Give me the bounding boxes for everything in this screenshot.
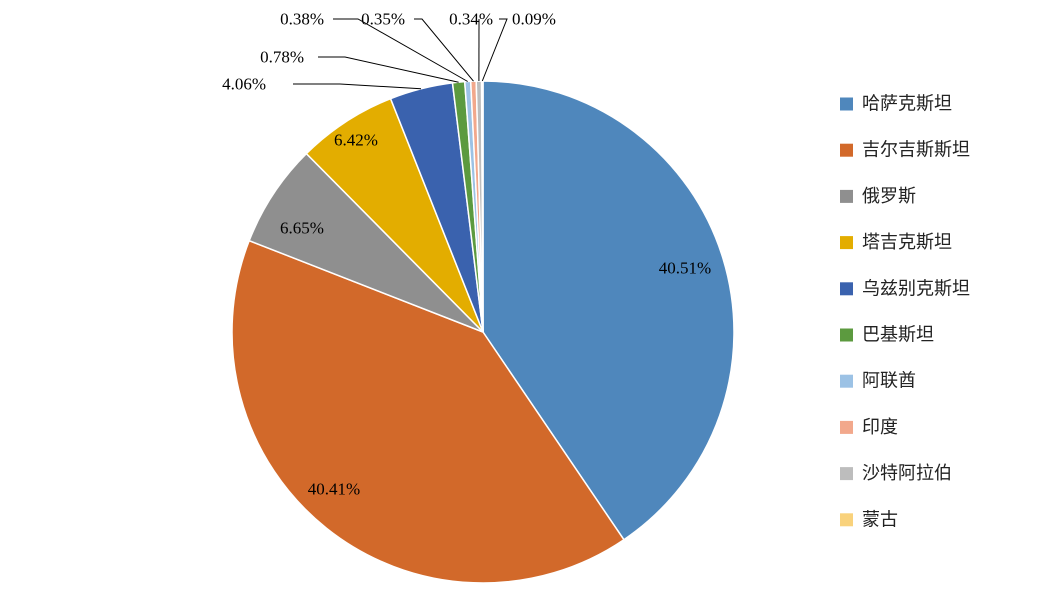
legend-label: 印度	[862, 417, 898, 438]
legend-label: 哈萨克斯坦	[862, 94, 952, 115]
legend-swatch	[840, 420, 853, 434]
slice-5-label: 4.06%	[222, 75, 266, 94]
legend-item-6: 巴基斯坦	[840, 325, 934, 346]
legend-label: 吉尔吉斯斯坦	[862, 140, 970, 161]
legend-label: 俄罗斯	[862, 186, 916, 207]
legend: 哈萨克斯坦吉尔吉斯斯坦俄罗斯塔吉克斯坦乌兹别克斯坦巴基斯坦阿联酋印度沙特阿拉伯蒙…	[840, 94, 970, 530]
leader-lines	[293, 18, 508, 90]
legend-item-2: 吉尔吉斯斯坦	[840, 140, 970, 161]
pie-slices	[231, 80, 735, 584]
legend-label: 巴基斯坦	[862, 325, 934, 346]
slice-10-label: 0.09%	[512, 10, 556, 29]
slice-4-label: 6.42%	[334, 131, 378, 150]
legend-label: 塔吉克斯坦	[862, 232, 952, 253]
legend-swatch	[840, 282, 853, 296]
slice-7-label: 0.38%	[280, 10, 324, 29]
legend-item-1: 哈萨克斯坦	[840, 94, 952, 115]
slice-8-leader-line	[414, 18, 474, 82]
legend-label: 蒙古	[862, 509, 898, 530]
slice-2-wedge	[231, 239, 625, 584]
legend-swatch	[840, 374, 853, 388]
legend-swatch	[840, 328, 853, 342]
slice-10-leader-line	[481, 18, 508, 82]
legend-swatch	[840, 189, 853, 203]
legend-item-5: 乌兹别克斯坦	[840, 278, 970, 299]
slice-2-label: 40.41%	[308, 480, 360, 499]
legend-item-10: 蒙古	[840, 509, 898, 530]
legend-label: 乌兹别克斯坦	[862, 278, 970, 299]
legend-label: 阿联酋	[862, 371, 916, 392]
legend-item-7: 阿联酋	[840, 371, 916, 392]
slice-10-wedge	[480, 80, 484, 333]
slice-8-label: 0.35%	[361, 10, 405, 29]
legend-swatch	[840, 467, 853, 481]
legend-item-4: 塔吉克斯坦	[840, 232, 952, 253]
legend-swatch	[840, 143, 853, 157]
slice-6-label: 0.78%	[260, 48, 304, 67]
slice-7-leader-line	[333, 18, 468, 82]
legend-swatch	[840, 236, 853, 250]
legend-item-3: 俄罗斯	[840, 186, 916, 207]
slice-1-label: 40.51%	[659, 259, 711, 278]
slice-9-label: 0.34%	[449, 10, 493, 29]
legend-label: 沙特阿拉伯	[862, 463, 952, 484]
legend-swatch	[840, 513, 853, 527]
legend-swatch	[840, 97, 853, 111]
legend-item-9: 沙特阿拉伯	[840, 463, 952, 484]
slice-5-leader-line	[293, 83, 422, 90]
slice-3-label: 6.65%	[280, 219, 324, 238]
slice-6-leader-line	[318, 56, 459, 83]
slice-labels: 40.51% 40.41% 6.65% 6.42% 4.06% 0.78% 0.38% 0.3…	[222, 10, 711, 499]
legend-item-8: 印度	[840, 417, 898, 438]
slice-1-wedge	[482, 80, 735, 541]
